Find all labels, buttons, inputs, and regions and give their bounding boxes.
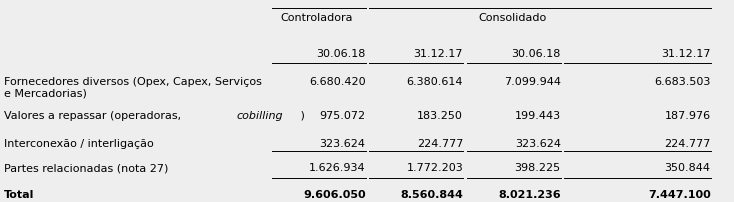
- Text: 199.443: 199.443: [515, 110, 561, 120]
- Text: 8.560.844: 8.560.844: [400, 189, 463, 199]
- Text: 224.777: 224.777: [664, 138, 711, 148]
- Text: cobilling: cobilling: [237, 110, 283, 120]
- Text: Partes relacionadas (nota 27): Partes relacionadas (nota 27): [4, 163, 168, 173]
- Text: ): ): [297, 110, 305, 120]
- Text: 350.844: 350.844: [664, 163, 711, 173]
- Text: 6.683.503: 6.683.503: [654, 77, 711, 87]
- Text: 183.250: 183.250: [417, 110, 463, 120]
- Text: 31.12.17: 31.12.17: [661, 48, 711, 58]
- Text: 224.777: 224.777: [417, 138, 463, 148]
- Text: 30.06.18: 30.06.18: [316, 48, 366, 58]
- Text: 1.626.934: 1.626.934: [309, 163, 366, 173]
- Text: 187.976: 187.976: [664, 110, 711, 120]
- Text: 7.447.100: 7.447.100: [648, 189, 711, 199]
- Text: 6.380.614: 6.380.614: [407, 77, 463, 87]
- Text: 323.624: 323.624: [319, 138, 366, 148]
- Text: 9.606.050: 9.606.050: [303, 189, 366, 199]
- Text: Valores a repassar (operadoras,: Valores a repassar (operadoras,: [4, 110, 184, 120]
- Text: Interconexão / interligação: Interconexão / interligação: [4, 138, 153, 148]
- Text: 31.12.17: 31.12.17: [414, 48, 463, 58]
- Text: 6.680.420: 6.680.420: [309, 77, 366, 87]
- Text: Fornecedores diversos (Opex, Capex, Serviços
e Mercadorias): Fornecedores diversos (Opex, Capex, Serv…: [4, 77, 261, 98]
- Text: Controladora: Controladora: [281, 13, 353, 23]
- Text: 1.772.203: 1.772.203: [407, 163, 463, 173]
- Text: 398.225: 398.225: [515, 163, 561, 173]
- Text: 8.021.236: 8.021.236: [498, 189, 561, 199]
- Text: 30.06.18: 30.06.18: [512, 48, 561, 58]
- Text: Total: Total: [4, 189, 34, 199]
- Text: 975.072: 975.072: [319, 110, 366, 120]
- Text: 323.624: 323.624: [515, 138, 561, 148]
- Text: 7.099.944: 7.099.944: [504, 77, 561, 87]
- Text: Consolidado: Consolidado: [479, 13, 546, 23]
